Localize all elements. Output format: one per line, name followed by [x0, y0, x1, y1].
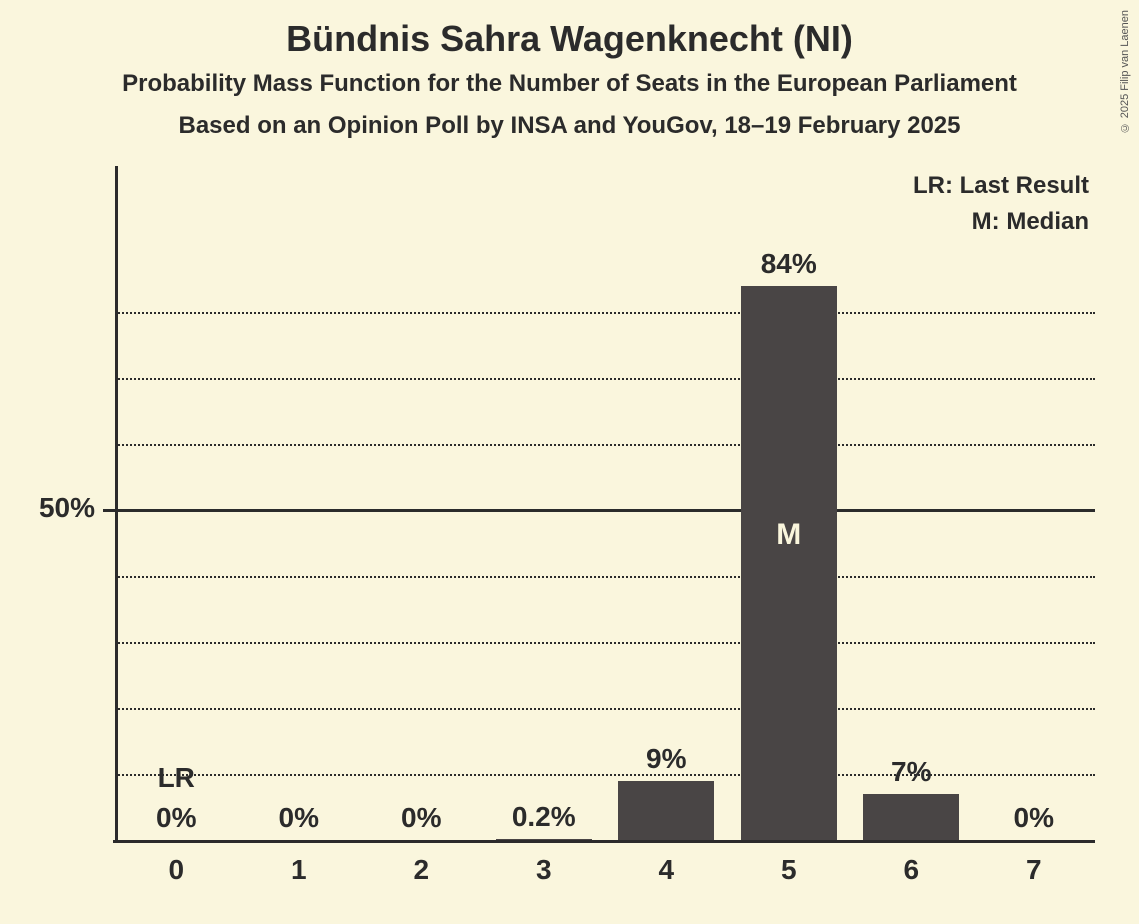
gridline — [115, 378, 1095, 380]
chart-title: Bündnis Sahra Wagenknecht (NI) — [0, 18, 1139, 60]
legend-median: M: Median — [972, 208, 1089, 236]
chart-container: Bündnis Sahra Wagenknecht (NI) Probabili… — [0, 0, 1139, 924]
gridline — [115, 312, 1095, 314]
gridline — [115, 444, 1095, 446]
gridline — [115, 708, 1095, 710]
x-tick-label: 1 — [238, 854, 361, 886]
chart-subtitle-2: Based on an Opinion Poll by INSA and You… — [0, 112, 1139, 140]
x-tick-label: 2 — [360, 854, 483, 886]
bar-value-label: 7% — [850, 756, 973, 788]
x-axis — [113, 840, 1095, 843]
bar-value-label: 0% — [973, 802, 1096, 834]
legend-last-result: LR: Last Result — [913, 172, 1089, 200]
bar — [741, 286, 837, 840]
gridline — [115, 642, 1095, 644]
bar — [618, 781, 714, 840]
copyright-text: © 2025 Filip van Laenen — [1119, 10, 1131, 133]
y-axis — [115, 166, 118, 840]
bar-value-label: 0% — [238, 802, 361, 834]
bar-value-label: 0% — [360, 802, 483, 834]
y-tick-mark — [103, 509, 115, 512]
x-tick-label: 6 — [850, 854, 973, 886]
x-tick-label: 7 — [973, 854, 1096, 886]
bar-value-label: 0% — [115, 802, 238, 834]
y-major-line — [115, 509, 1095, 512]
x-tick-label: 4 — [605, 854, 728, 886]
chart-subtitle-1: Probability Mass Function for the Number… — [0, 70, 1139, 98]
bar-value-label: 0.2% — [483, 801, 606, 833]
bar-value-label: 9% — [605, 743, 728, 775]
last-result-marker: LR — [115, 762, 238, 794]
bar — [863, 794, 959, 840]
y-tick-label: 50% — [15, 492, 95, 524]
gridline — [115, 576, 1095, 578]
chart-plot-area: 50%0%00%10%20.2%39%484%57%60%7LRMLR: Las… — [115, 180, 1095, 840]
bar-value-label: 84% — [728, 248, 851, 280]
x-tick-label: 5 — [728, 854, 851, 886]
x-tick-label: 3 — [483, 854, 606, 886]
x-tick-label: 0 — [115, 854, 238, 886]
median-marker: M — [728, 518, 851, 552]
